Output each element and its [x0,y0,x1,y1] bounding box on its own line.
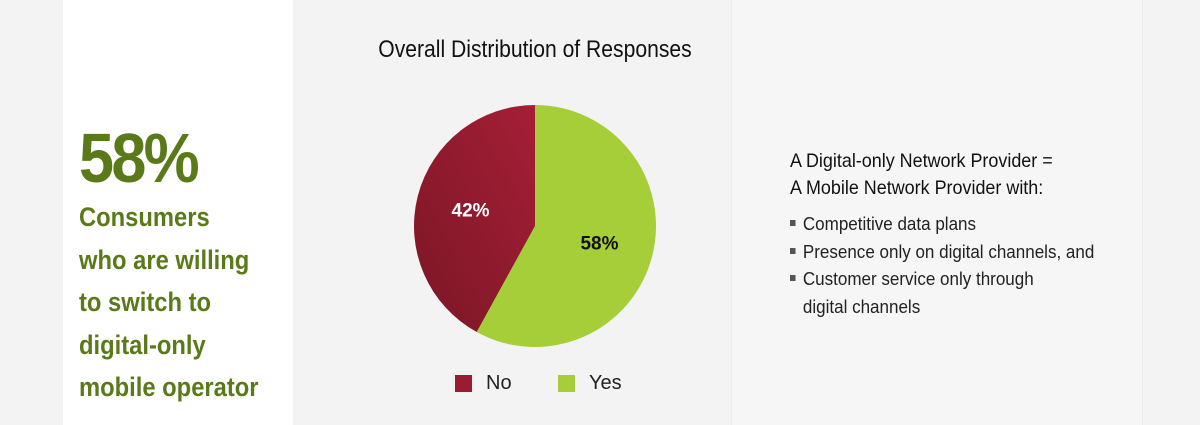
legend-label-yes: Yes [589,372,622,394]
legend-swatch-yes [558,375,575,392]
caption-line: Consumers [79,202,210,232]
slice-label-no: 42% [452,200,490,221]
headline-panel: 58% Consumers who are willing to switch … [63,0,293,425]
bullet-text: Customer service only through [802,268,1034,289]
pie-chart: 58% 42% [413,105,656,347]
bullet-continuation: digital channels [802,295,921,317]
bullet-icon [790,247,796,254]
definition-panel: A Digital-only Network Provider = A Mobi… [731,0,1143,425]
bullet-item: Presence only on digital channels, and [790,238,1094,266]
bullet-text: Presence only on digital channels, and [802,240,1095,262]
caption-line: who are willing [79,244,250,275]
definition-bullets: Competitive data plans Presence only on … [790,210,1094,320]
slice-label-yes: 58% [580,234,618,255]
pie-slice-no [413,105,535,333]
definition-title-line: A Digital-only Network Provider = [790,150,1053,172]
chart-title: Overall Distribution of Responses [378,36,692,63]
caption-line: mobile operator [79,372,259,402]
pie-slice-yes [476,105,656,347]
legend-label-no: No [486,372,512,394]
caption-line: to switch to [79,287,211,317]
bullet-icon [790,275,796,281]
headline-value: 58% [79,119,200,197]
definition-title: A Digital-only Network Provider = A Mobi… [790,148,1053,202]
bullet-text: Competitive data plans [802,213,977,234]
definition-title-line: A Mobile Network Provider with: [790,177,1044,199]
legend-item-no: No [455,372,512,395]
bullet-item: Competitive data plans [790,210,1094,238]
bullet-icon [790,220,796,226]
headline-caption: Consumers who are willing to switch to d… [79,196,290,409]
caption-line: digital-only [79,329,206,360]
legend-swatch-no [455,375,472,392]
legend-item-yes: Yes [558,372,622,395]
bullet-item: Customer service only through [790,265,1094,293]
